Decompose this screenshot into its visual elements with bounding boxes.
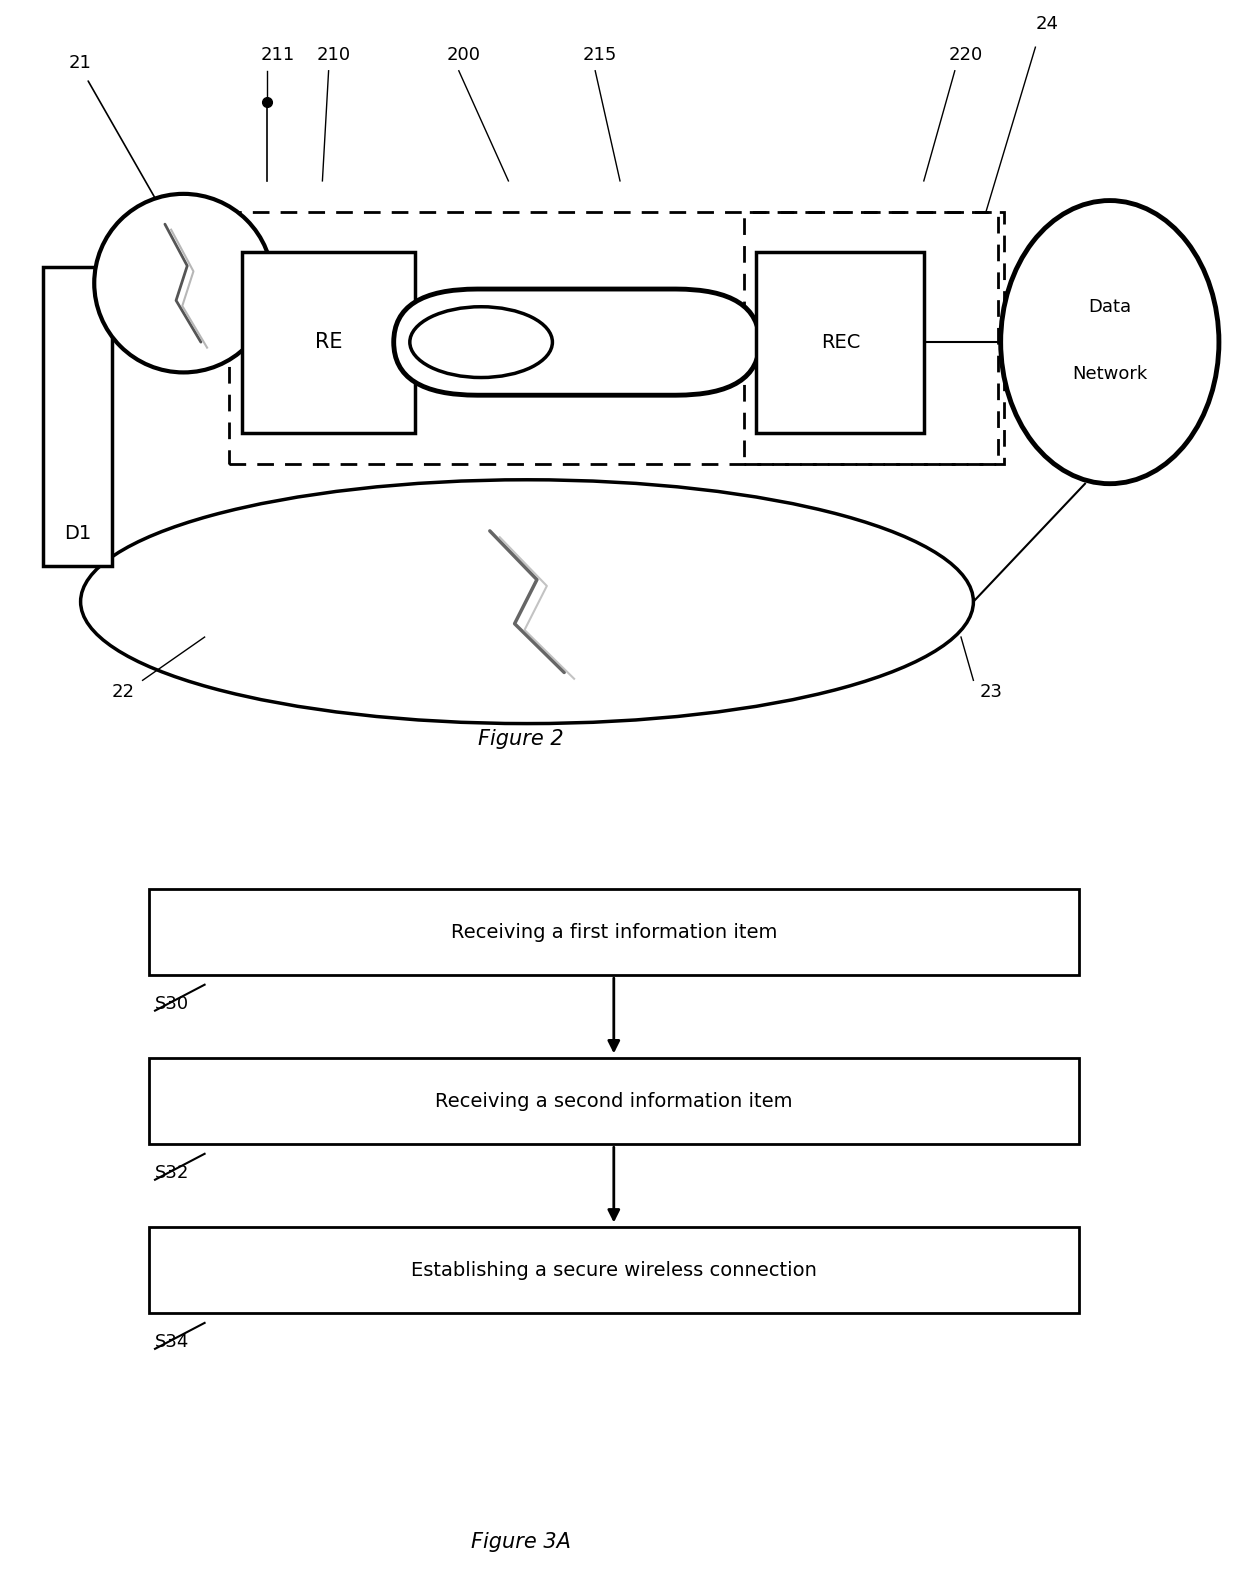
Bar — [242, 252, 415, 433]
Ellipse shape — [81, 480, 973, 724]
Ellipse shape — [94, 193, 273, 373]
Text: 220: 220 — [949, 46, 983, 64]
Bar — [229, 212, 998, 464]
Text: 23: 23 — [980, 683, 1003, 702]
Bar — [43, 267, 112, 566]
Bar — [756, 252, 924, 433]
Text: Figure 2: Figure 2 — [477, 730, 564, 749]
Text: S34: S34 — [155, 1334, 190, 1351]
Bar — [744, 212, 1004, 464]
Text: S32: S32 — [155, 1164, 190, 1181]
Text: 200: 200 — [446, 46, 480, 64]
Text: 22: 22 — [112, 683, 135, 702]
Text: Figure 3A: Figure 3A — [471, 1532, 570, 1551]
Text: Receiving a second information item: Receiving a second information item — [435, 1092, 792, 1111]
Text: 215: 215 — [583, 46, 618, 64]
Text: Establishing a secure wireless connection: Establishing a secure wireless connectio… — [410, 1260, 817, 1280]
Ellipse shape — [409, 307, 552, 378]
Text: REC: REC — [821, 332, 861, 352]
Text: S30: S30 — [155, 996, 190, 1013]
Ellipse shape — [1001, 201, 1219, 484]
FancyBboxPatch shape — [394, 289, 759, 395]
Text: 211: 211 — [260, 46, 295, 64]
Text: Receiving a first information item: Receiving a first information item — [450, 922, 777, 942]
Bar — [149, 889, 1079, 975]
Text: D1: D1 — [64, 524, 91, 543]
Text: 210: 210 — [316, 46, 351, 64]
Text: 21: 21 — [68, 53, 91, 72]
Bar — [149, 1227, 1079, 1313]
Text: 24: 24 — [1035, 14, 1059, 33]
Text: RE: RE — [315, 332, 342, 352]
Text: Data: Data — [1089, 297, 1131, 316]
Bar — [149, 1057, 1079, 1145]
Text: Network: Network — [1073, 365, 1147, 382]
